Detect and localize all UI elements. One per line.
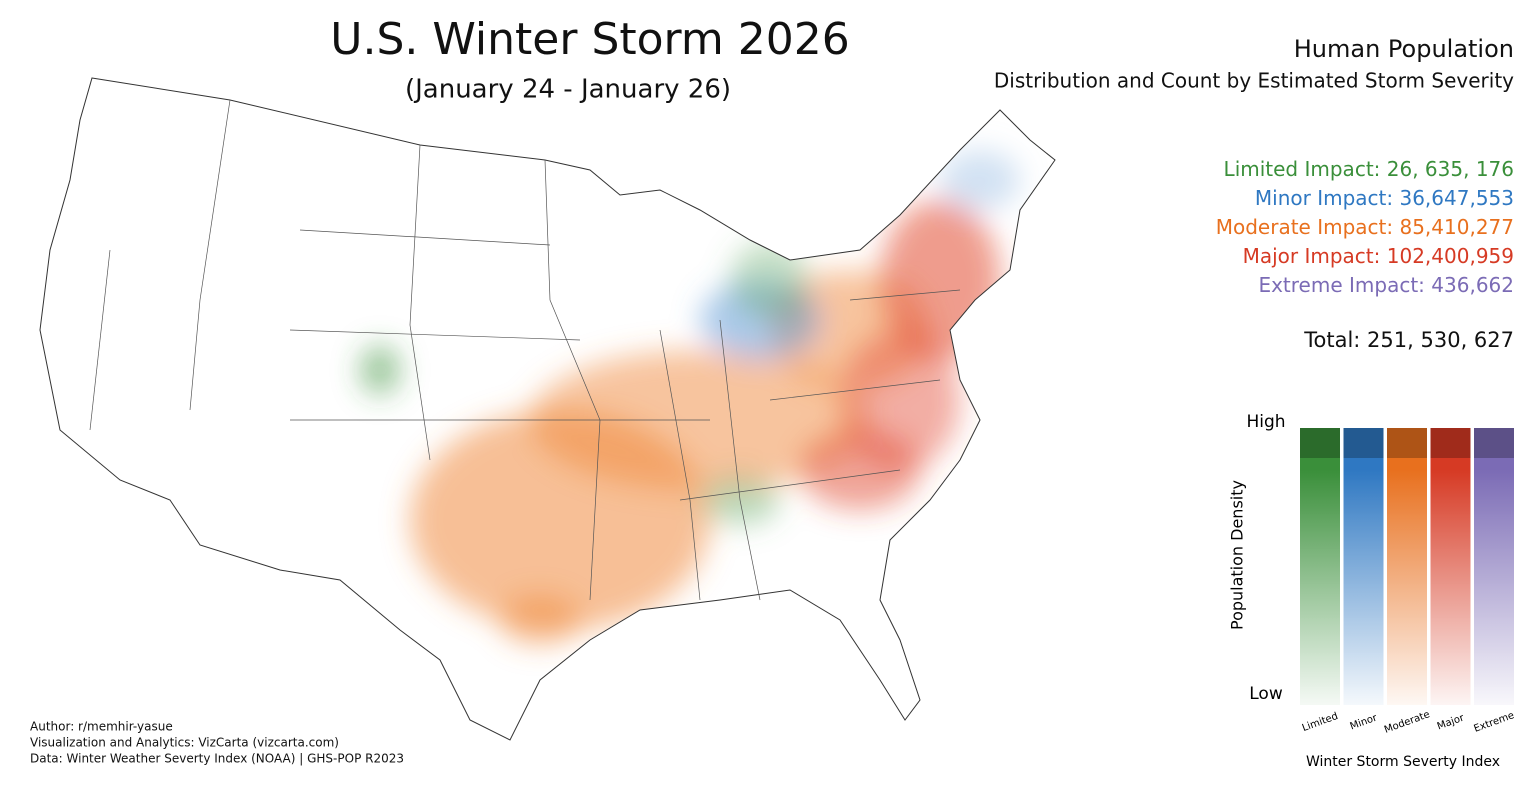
impact-count: 102,400,959 (1387, 244, 1514, 268)
legend-ramp-shade (1430, 428, 1471, 458)
legend-high: High (1246, 412, 1285, 432)
impact-line: Limited Impact: 26, 635, 176 (1224, 157, 1514, 181)
impact-count: 26, 635, 176 (1387, 157, 1514, 181)
panel-subtitle: Distribution and Count by Estimated Stor… (994, 69, 1514, 93)
impact-count: 36,647,553 (1399, 186, 1514, 210)
total-count: 251, 530, 627 (1367, 328, 1514, 352)
impact-line: Moderate Impact: 85,410,277 (1216, 215, 1514, 239)
legend-low: Low (1249, 684, 1283, 704)
impact-list: Limited Impact: 26, 635, 176 Minor Impact… (1216, 157, 1514, 297)
legend-y-label: Population Density (1228, 480, 1247, 630)
credit-line: Visualization and Analytics: VizCarta (v… (30, 736, 339, 750)
impact-label: Major Impact: (1243, 244, 1381, 268)
legend-category: Major (1436, 712, 1467, 732)
legend: High Low Population Density Winter Storm… (1228, 412, 1516, 770)
credit-line: Data: Winter Weather Severty Index (NOAA… (30, 752, 404, 766)
legend-ramp (1343, 428, 1384, 705)
legend-ramp (1300, 428, 1340, 705)
panel-title: Human Population (1294, 35, 1514, 63)
impact-label: Extreme Impact: (1258, 273, 1424, 297)
total-label: Total: (1303, 328, 1360, 352)
legend-ramp-shade (1474, 428, 1514, 458)
impact-line: Major Impact: 102,400,959 (1243, 244, 1514, 268)
legend-category: Moderate (1383, 709, 1431, 736)
total: Total: 251, 530, 627 (1303, 328, 1514, 352)
title: U.S. Winter Storm 2026 (330, 14, 849, 65)
impact-line: Minor Impact: 36,647,553 (1255, 186, 1514, 210)
impact-label: Limited Impact: (1224, 157, 1381, 181)
legend-category: Limited (1301, 711, 1340, 734)
legend-ramp (1430, 428, 1471, 705)
subtitle: (January 24 - January 26) (405, 75, 731, 105)
impact-label: Moderate Impact: (1216, 215, 1393, 239)
impact-count: 436,662 (1431, 273, 1514, 297)
legend-ramp-shade (1343, 428, 1384, 458)
impact-count: 85,410,277 (1399, 215, 1514, 239)
map (39, 77, 1056, 741)
legend-ramp (1387, 428, 1427, 705)
impact-line: Extreme Impact: 436,662 (1258, 273, 1514, 297)
legend-category: Minor (1349, 712, 1380, 732)
legend-ramp-shade (1387, 428, 1427, 458)
credit-line: Author: r/memhir-yasue (30, 720, 173, 734)
legend-x-label: Winter Storm Severty Index (1306, 754, 1500, 770)
legend-ramp (1474, 428, 1514, 705)
state-lines (89, 99, 961, 601)
impact-label: Minor Impact: (1255, 186, 1393, 210)
legend-category: Extreme (1473, 710, 1516, 735)
severity-areas (360, 150, 1020, 645)
credits: Author: r/memhir-yasue Visualization and … (30, 720, 404, 766)
legend-ramp-shade (1300, 428, 1340, 458)
